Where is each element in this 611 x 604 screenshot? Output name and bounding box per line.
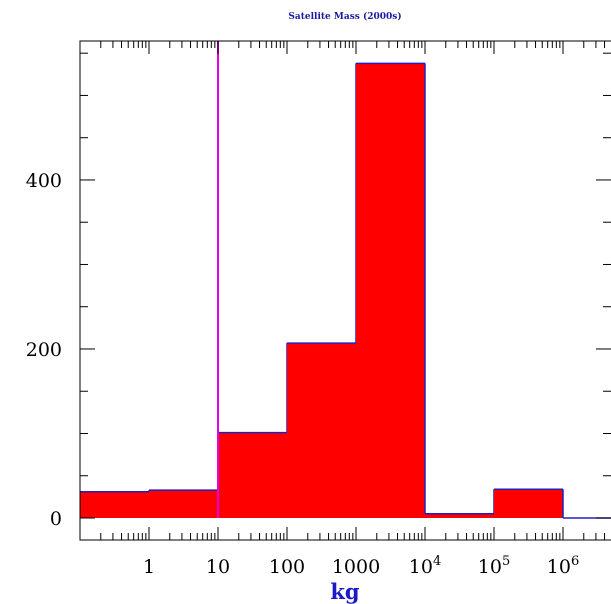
histogram-bar [425,513,494,518]
x-tick-label: 100 [269,556,305,578]
histogram-bar [218,432,287,518]
x-tick-label: 104 [409,554,441,578]
y-tick-label: 400 [26,170,62,192]
y-tick-label: 0 [50,508,62,530]
axes-layer [79,40,611,541]
x-axis-label: kg [330,579,360,604]
x-tick-label: 106 [547,554,579,578]
labels-layer: 0 200 400 1 10 100 1000 104 105 106 [26,170,580,578]
histogram-bar [494,489,563,518]
x-tick-label: 1000 [332,556,380,578]
plot-frame [79,40,611,541]
histogram-bar [80,491,149,518]
bars-layer [80,41,611,519]
x-tick-label: 105 [478,554,510,578]
histogram-bar [356,63,425,518]
histogram-bar [287,343,356,518]
x-tick-label: 1 [143,556,155,578]
y-tick-label: 200 [26,339,62,361]
x-tick-label: 10 [206,556,230,578]
chart-title: Satellite Mass (2000s) [288,11,401,22]
histogram-bar [149,490,218,518]
